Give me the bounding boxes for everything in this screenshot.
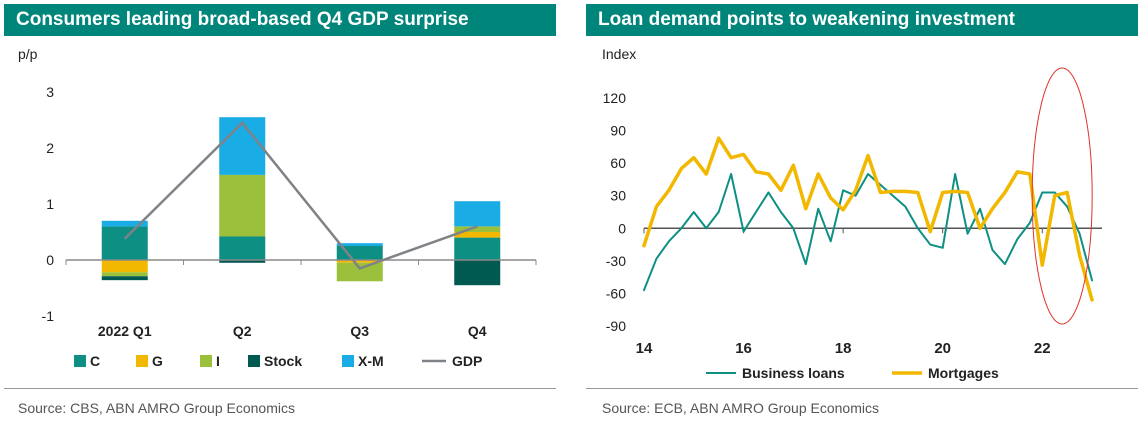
y-tick-label: 2	[46, 140, 54, 156]
x-tick-label-q2: Q2	[233, 323, 252, 339]
bar-c-q4	[454, 237, 501, 260]
bar-i-2022-q1	[101, 272, 148, 277]
bar-g-q3	[336, 260, 383, 263]
x-tick-label-18: 18	[835, 340, 852, 357]
highlight-ellipse	[1031, 67, 1093, 325]
bar-x-m-2022-q1	[101, 220, 148, 227]
y-tick-label: 30	[610, 188, 626, 204]
x-tick-label-q4: Q4	[468, 323, 487, 339]
x-tick-label-20: 20	[934, 340, 951, 357]
x-tick-label-16: 16	[735, 340, 752, 357]
gdp-line	[123, 120, 478, 270]
y-tick-label: 90	[610, 123, 626, 139]
legend-swatch-c	[74, 355, 86, 367]
loan-demand-panel: Loan demand points to weakening investme…	[586, 0, 1138, 421]
gdp-stacked-bar-chart: -1 0 1 2 3 2022 Q1 Q2 Q3 Q4 C G I Stock X-M GDP	[42, 84, 537, 369]
bar-g-q4	[454, 232, 501, 238]
bar-stock-2022-q1	[101, 276, 148, 281]
x-tick-label-14: 14	[636, 340, 653, 357]
y-tick-label: 60	[610, 155, 626, 171]
legend-swatch-g	[136, 355, 148, 367]
loan-source-text: Source: ECB, ABN AMRO Group Economics	[602, 400, 879, 416]
loan-source-divider	[586, 388, 1138, 389]
gdp-source-text: Source: CBS, ABN AMRO Group Economics	[18, 400, 295, 416]
legend-label-i: I	[216, 353, 220, 369]
bar-c-q3	[336, 246, 383, 260]
gdp-contribution-panel: Consumers leading broad-based Q4 GDP sur…	[4, 0, 556, 421]
x-tick-label-q3: Q3	[350, 323, 369, 339]
bar-x-m-q3	[336, 243, 383, 246]
gdp-source-divider	[4, 388, 556, 389]
legend-swatch-stock	[248, 355, 260, 367]
loan-chart-title: Loan demand points to weakening investme…	[586, 4, 1138, 36]
legend-swatch-i	[200, 355, 212, 367]
loan-demand-line-chart: -90 -60 -30 0 30 60 90 120 14 16 18 20 22 Business lo…	[603, 67, 1102, 381]
x-tick-label-2022-q1: 2022 Q1	[98, 323, 152, 339]
legend-label-g: G	[152, 353, 163, 369]
y-tick-label: 0	[618, 220, 626, 236]
legend-label-business-loans: Business loans	[742, 365, 845, 381]
gdp-unit-label: p/p	[18, 46, 38, 62]
bar-g-2022-q1	[101, 260, 148, 273]
y-tick-label: 1	[46, 196, 54, 212]
legend-label-mortgages: Mortgages	[928, 365, 999, 381]
bar-stock-q4	[454, 260, 501, 286]
y-tick-label: 120	[603, 90, 627, 106]
y-tick-label: -60	[606, 285, 626, 301]
bar-i-q3	[336, 262, 383, 282]
y-tick-label: -30	[606, 253, 626, 269]
bar-i-q4	[454, 226, 501, 232]
y-tick-label: -90	[606, 318, 626, 334]
legend-label-x-m: X-M	[358, 353, 384, 369]
bar-stock-q2	[219, 260, 266, 263]
loan-unit-label: Index	[602, 46, 637, 62]
gdp-chart-title: Consumers leading broad-based Q4 GDP sur…	[4, 4, 556, 36]
legend-label-gdp: GDP	[452, 353, 482, 369]
bar-i-q2	[219, 174, 266, 237]
series-line-mortgages	[642, 136, 1094, 302]
y-tick-label: 0	[46, 252, 54, 268]
y-tick-label: 3	[46, 84, 54, 100]
bar-x-m-q4	[454, 201, 501, 227]
series-line-business-loans	[643, 173, 1094, 292]
bar-x-m-q2	[219, 117, 266, 175]
bar-c-q2	[219, 236, 266, 260]
x-tick-label-22: 22	[1034, 340, 1051, 357]
legend-label-stock: Stock	[264, 353, 302, 369]
legend-swatch-x-m	[342, 355, 354, 367]
y-tick-label: -1	[42, 308, 55, 324]
legend-label-c: C	[90, 353, 100, 369]
bar-c-2022-q1	[101, 226, 148, 260]
